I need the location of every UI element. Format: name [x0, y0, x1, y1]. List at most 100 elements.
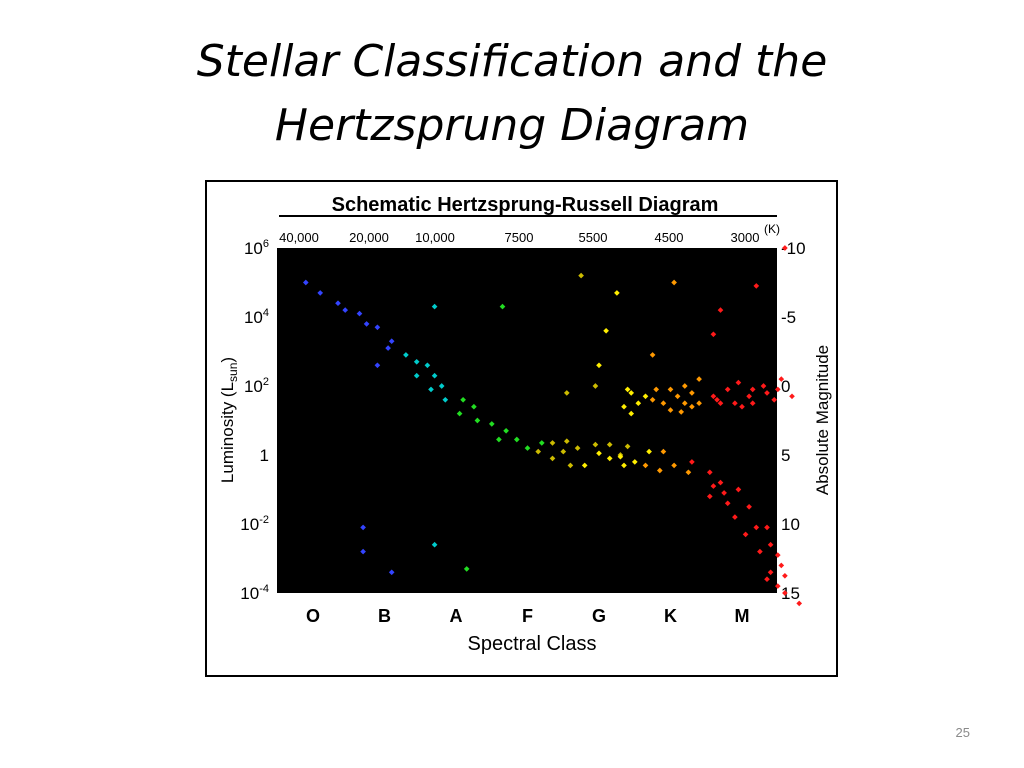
- temperature-tick: 20,000: [349, 230, 389, 245]
- star-point: [671, 279, 677, 286]
- luminosity-tick: 102: [244, 376, 269, 396]
- star-point: [660, 448, 667, 455]
- slide-title-line-2: Hertzsprung Diagram: [274, 100, 750, 151]
- star-point: [774, 583, 781, 589]
- star-point: [413, 372, 420, 379]
- spectral-class-tick: A: [450, 606, 463, 626]
- star-point: [524, 445, 531, 451]
- star-point: [549, 440, 556, 446]
- star-point: [735, 486, 742, 493]
- chart-title: Schematic Hertzsprung-Russell Diagram: [332, 194, 719, 216]
- star-point: [496, 436, 502, 443]
- star-point: [678, 409, 685, 415]
- star-point: [753, 524, 760, 531]
- star-point: [388, 569, 395, 576]
- star-point: [621, 403, 627, 410]
- star-point: [474, 417, 481, 424]
- star-point: [746, 503, 752, 510]
- star-point: [696, 376, 702, 382]
- star-point: [767, 569, 774, 576]
- star-point: [739, 403, 745, 410]
- star-point: [706, 493, 713, 500]
- spectral-class-tick: G: [592, 606, 606, 626]
- star-point: [667, 386, 674, 393]
- star-point: [360, 548, 366, 555]
- star-point: [674, 393, 681, 400]
- star-point: [567, 462, 574, 469]
- star-point: [356, 310, 363, 317]
- star-point: [463, 566, 470, 572]
- star-point: [596, 450, 602, 457]
- x-axis-label: Spectral Class: [468, 633, 597, 655]
- star-point: [746, 393, 752, 400]
- y-axis-label-sub: sun: [226, 363, 240, 382]
- star-point: [714, 396, 720, 403]
- star-point: [649, 352, 656, 358]
- star-point: [592, 441, 599, 448]
- luminosity-tick: 104: [244, 307, 269, 327]
- luminosity-axis: 106 104 102 1 10-2 10-4: [240, 238, 269, 603]
- star-point: [385, 345, 391, 351]
- star-point: [749, 386, 756, 393]
- star-point: [503, 427, 509, 434]
- star-point: [764, 524, 770, 531]
- star-point: [717, 400, 724, 407]
- star-point: [624, 386, 631, 393]
- star-point: [764, 390, 770, 396]
- star-point: [774, 552, 781, 558]
- star-point: [681, 383, 688, 389]
- star-point: [363, 321, 370, 327]
- star-point: [778, 562, 785, 569]
- star-point: [631, 459, 638, 465]
- spectral-class-tick: K: [664, 606, 677, 626]
- star-point: [685, 469, 692, 476]
- star-point: [438, 383, 445, 389]
- luminosity-tick: 106: [244, 238, 269, 258]
- star-point: [689, 459, 695, 465]
- star-point: [574, 445, 581, 451]
- star-point: [782, 590, 788, 596]
- star-point: [428, 386, 434, 393]
- star-point: [549, 455, 556, 462]
- star-point: [488, 421, 495, 427]
- star-point: [606, 455, 613, 462]
- hr-diagram-chart: Schematic Hertzsprung-Russell Diagram 40…: [218, 194, 832, 655]
- star-point: [624, 443, 631, 450]
- star-point: [456, 410, 463, 417]
- star-point: [413, 358, 420, 365]
- luminosity-tick: 10-4: [240, 583, 269, 603]
- y-axis-label: Luminosity (Lsun): [218, 357, 240, 483]
- luminosity-tick: 10-2: [240, 514, 269, 534]
- temperature-unit: (K): [764, 222, 780, 236]
- star-point: [771, 396, 778, 403]
- star-point: [760, 383, 767, 389]
- magnitude-tick: 10: [781, 515, 800, 534]
- star-point: [535, 448, 542, 455]
- star-point: [388, 338, 395, 345]
- temperature-tick: 10,000: [415, 230, 455, 245]
- hr-diagram-figure: Schematic Hertzsprung-Russell Diagram 40…: [205, 180, 838, 677]
- spectral-class-tick: F: [522, 606, 533, 626]
- star-point: [374, 362, 381, 369]
- star-point: [696, 400, 702, 407]
- temperature-axis: 40,000 20,000 10,000 7500 5500 4500 3000: [279, 230, 759, 245]
- star-point: [596, 362, 602, 369]
- star-point: [335, 300, 341, 307]
- star-point: [724, 500, 731, 507]
- star-point: [617, 453, 624, 460]
- star-point: [621, 462, 627, 469]
- temperature-tick: 5500: [579, 230, 608, 245]
- star-point: [431, 541, 438, 548]
- star-point: [681, 400, 688, 407]
- star-point: [649, 396, 656, 403]
- star-point: [710, 393, 717, 400]
- slide-number: 25: [955, 725, 970, 740]
- star-point: [796, 600, 803, 607]
- spectral-class-tick: M: [735, 606, 750, 626]
- y2-axis-label: Absolute Magnitude: [813, 345, 832, 495]
- spectral-class-tick: O: [306, 606, 320, 626]
- magnitude-axis: -10 -5 0 5 10 15: [781, 239, 806, 603]
- magnitude-tick: 0: [781, 377, 790, 396]
- temperature-tick: 4500: [655, 230, 684, 245]
- magnitude-tick: -5: [781, 308, 796, 327]
